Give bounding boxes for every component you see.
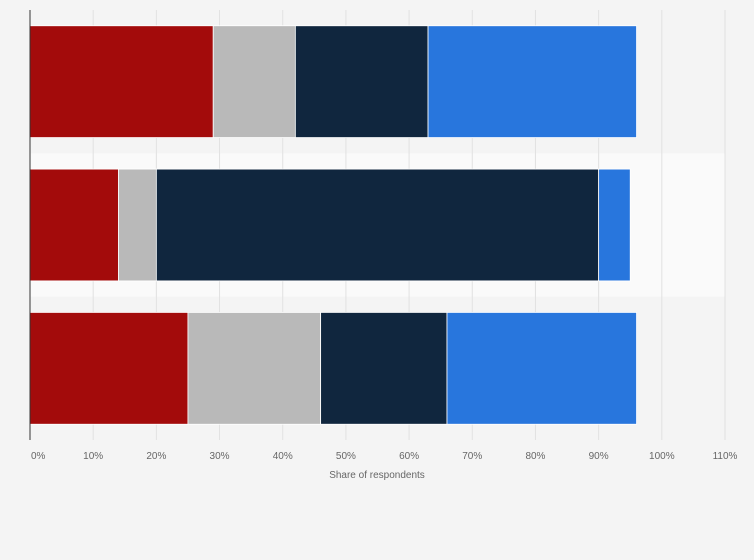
bar-segment[interactable]	[155, 168, 600, 282]
bar-segment[interactable]	[118, 168, 157, 282]
x-tick-labels: 0% 10% 20% 30% 40% 50% 60% 70% 80% 90% 100% 110%	[31, 451, 738, 462]
x-tick-label: 80%	[525, 451, 545, 462]
x-tick-label: 70%	[462, 451, 482, 462]
x-tick-label: 10%	[83, 451, 103, 462]
x-tick-label: 50%	[336, 451, 356, 462]
bar-segment[interactable]	[29, 168, 119, 282]
bar-segment[interactable]	[29, 25, 214, 138]
bar-segment[interactable]	[29, 312, 189, 425]
bar-segment[interactable]	[427, 25, 637, 138]
bar-segment[interactable]	[446, 312, 637, 425]
x-tick-label: 30%	[210, 451, 230, 462]
x-tick-label: 100%	[649, 451, 675, 462]
bar-segment[interactable]	[187, 312, 322, 425]
bar-segment[interactable]	[320, 312, 448, 425]
x-tick-label: 110%	[713, 451, 738, 462]
bar-segment[interactable]	[294, 25, 429, 138]
x-tick-label: 20%	[146, 451, 166, 462]
x-tick-label: 60%	[399, 451, 419, 462]
bar-segment[interactable]	[212, 25, 296, 138]
x-axis-title: Share of respondents	[329, 470, 425, 481]
x-tick-label: 0%	[31, 451, 46, 462]
x-tick-label: 40%	[273, 451, 293, 462]
bar-segment[interactable]	[598, 168, 631, 282]
bars	[29, 25, 637, 425]
x-tick-label: 90%	[589, 451, 609, 462]
